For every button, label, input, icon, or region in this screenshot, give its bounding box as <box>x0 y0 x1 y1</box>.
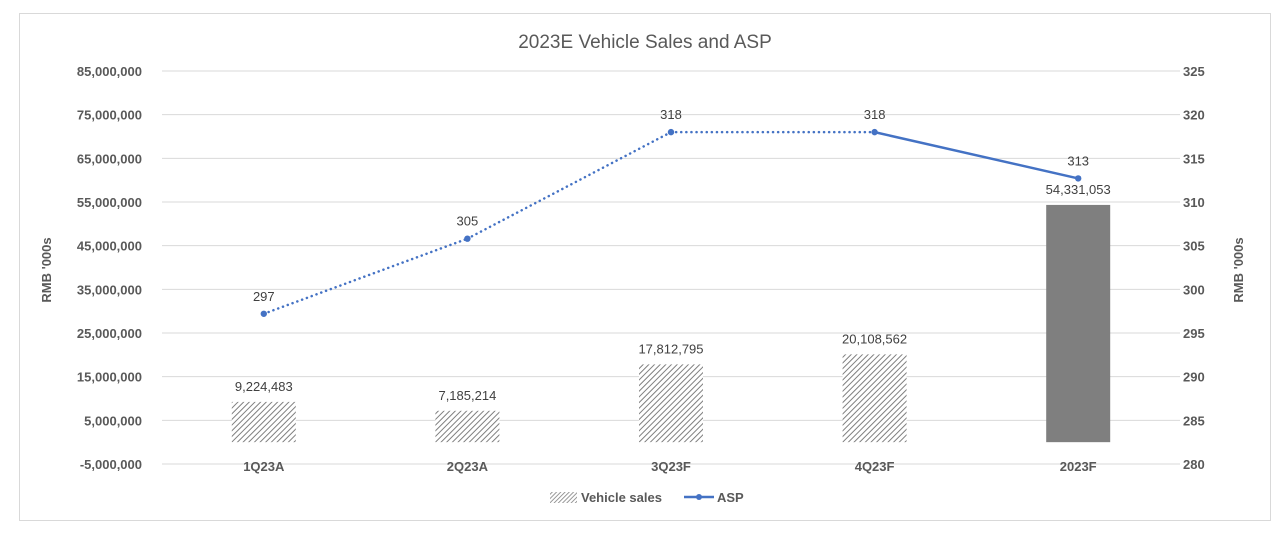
asp-line-segment <box>262 237 469 316</box>
chart-frame: 2023E Vehicle Sales and ASP 85,000,000 75… <box>19 13 1271 521</box>
left-tick-label: 25,000,000 <box>77 326 142 341</box>
category-axis-labels: 1Q23A 2Q23A 3Q23F 4Q23F 2023F <box>243 459 1096 474</box>
left-tick-label: 15,000,000 <box>77 370 142 385</box>
right-tick-label: 315 <box>1183 151 1205 166</box>
left-axis-ticks: 85,000,000 75,000,000 65,000,000 55,000,000… <box>77 64 142 472</box>
vehicle-sales-bar <box>842 354 907 443</box>
left-tick-label: 65,000,000 <box>77 151 142 166</box>
asp-data-label: 318 <box>660 107 682 122</box>
vehicle-sales-bar <box>1046 204 1111 443</box>
category-label: 2Q23A <box>447 459 489 474</box>
asp-line <box>262 130 1080 316</box>
vehicle-sales-bar <box>231 401 296 443</box>
legend-swatch-asp-marker <box>696 494 702 500</box>
asp-data-label: 297 <box>253 289 275 304</box>
right-axis-title: RMB '000s <box>1231 237 1246 302</box>
left-tick-label: 55,000,000 <box>77 195 142 210</box>
vehicle-sales-bar <box>639 364 703 443</box>
left-tick-label: 5,000,000 <box>84 413 142 428</box>
right-tick-label: 300 <box>1183 282 1205 297</box>
category-label: 1Q23A <box>243 459 285 474</box>
asp-data-labels: 297 305 318 318 313 <box>253 107 1089 304</box>
right-tick-label: 290 <box>1183 370 1205 385</box>
legend: Vehicle sales ASP <box>550 490 744 505</box>
vehicle-sales-data-label: 17,812,795 <box>638 341 703 356</box>
asp-point <box>260 310 267 317</box>
asp-point <box>464 235 471 242</box>
legend-swatch-vehicle-sales <box>550 492 577 503</box>
vehicle-sales-data-label: 54,331,053 <box>1046 182 1111 197</box>
asp-point <box>1075 175 1082 182</box>
right-tick-label: 325 <box>1183 64 1205 79</box>
left-tick-label: -5,000,000 <box>80 457 142 472</box>
left-tick-label: 45,000,000 <box>77 239 142 254</box>
asp-point <box>667 128 675 136</box>
right-tick-label: 295 <box>1183 326 1205 341</box>
category-label: 2023F <box>1060 459 1097 474</box>
left-tick-label: 85,000,000 <box>77 64 142 79</box>
left-tick-label: 75,000,000 <box>77 108 142 123</box>
right-tick-label: 320 <box>1183 108 1205 123</box>
right-axis-ticks: 325 320 315 310 305 300 295 290 285 280 <box>1183 64 1205 472</box>
vehicle-sales-data-label: 9,224,483 <box>235 379 293 394</box>
legend-label-asp: ASP <box>717 490 744 505</box>
right-tick-label: 280 <box>1183 457 1205 472</box>
asp-data-label: 313 <box>1067 153 1089 168</box>
vehicle-sales-data-label: 7,185,214 <box>438 388 496 403</box>
combo-chart: 2023E Vehicle Sales and ASP 85,000,000 75… <box>39 32 1246 505</box>
asp-data-label: 305 <box>457 214 479 229</box>
chart-title: 2023E Vehicle Sales and ASP <box>518 32 772 53</box>
vehicle-sales-data-label: 20,108,562 <box>842 331 907 346</box>
asp-line-segment <box>873 130 1080 180</box>
category-label: 4Q23F <box>855 459 895 474</box>
right-tick-label: 285 <box>1183 413 1205 428</box>
vehicle-sales-bar <box>435 410 500 443</box>
right-tick-label: 310 <box>1183 195 1205 210</box>
vehicle-sales-bars <box>231 204 1111 443</box>
legend-label-vehicle-sales: Vehicle sales <box>581 490 662 505</box>
left-axis-title: RMB '000s <box>39 237 54 302</box>
category-label: 3Q23F <box>651 459 691 474</box>
asp-point <box>871 128 878 136</box>
asp-points <box>260 128 1082 317</box>
asp-line-segment <box>466 130 673 240</box>
left-tick-label: 35,000,000 <box>77 282 142 297</box>
asp-data-label: 318 <box>864 107 886 122</box>
right-tick-label: 305 <box>1183 239 1205 254</box>
vehicle-sales-data-labels: 9,224,483 7,185,214 17,812,795 20,108,562 54… <box>235 182 1111 403</box>
